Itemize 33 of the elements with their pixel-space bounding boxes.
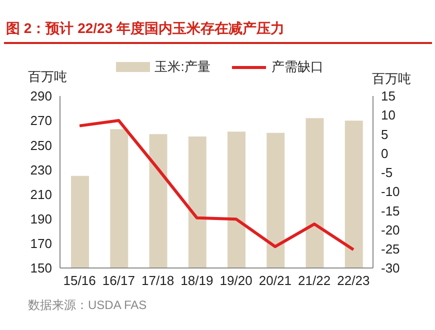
y2-tick-label: 15: [381, 88, 396, 104]
x-tick-label: 19/20: [220, 273, 252, 288]
y2-tick-label: -10: [381, 184, 400, 200]
x-tick-label: 17/18: [142, 273, 174, 288]
y-tick-label: 250: [30, 138, 52, 153]
y2-tick-label: -20: [381, 222, 400, 238]
chart-title: 图 2：预计 22/23 年度国内玉米存在减产压力: [6, 20, 284, 38]
y-tick-label: 210: [30, 186, 52, 202]
y2-tick-label: 0: [381, 146, 388, 161]
x-tick-label: 20/21: [258, 273, 292, 288]
y2-tick-label: -5: [381, 165, 393, 180]
y2-tick-label: 5: [381, 126, 388, 142]
x-tick-label: 18/19: [180, 273, 214, 288]
y2-tick-label: -25: [381, 242, 400, 257]
source-note: 数据来源：USDA FAS: [28, 297, 147, 314]
x-tick-label: 15/16: [63, 273, 96, 288]
y2-axis-title: 百万吨: [372, 70, 411, 88]
y-tick-label: 170: [30, 236, 52, 252]
line-series: [78, 118, 355, 252]
legend-label: 产需缺口: [271, 58, 324, 76]
y2-tick-label: 10: [381, 108, 396, 123]
y-tick-label: 150: [30, 260, 52, 276]
y-axis-title: 百万吨: [28, 68, 67, 86]
y2-tick-label: -15: [381, 203, 400, 218]
x-tick-label: 16/17: [102, 273, 135, 288]
y-tick-label: 190: [30, 211, 52, 226]
y-tick-label: 230: [30, 162, 52, 178]
x-tick-label: 22/23: [337, 273, 370, 288]
y2-tick-label: -30: [381, 260, 400, 276]
legend-label: 玉米:产量: [154, 58, 210, 76]
x-tick-label: 21/22: [298, 273, 331, 288]
y-tick-label: 270: [30, 113, 52, 128]
y-tick-label: 290: [30, 88, 52, 104]
